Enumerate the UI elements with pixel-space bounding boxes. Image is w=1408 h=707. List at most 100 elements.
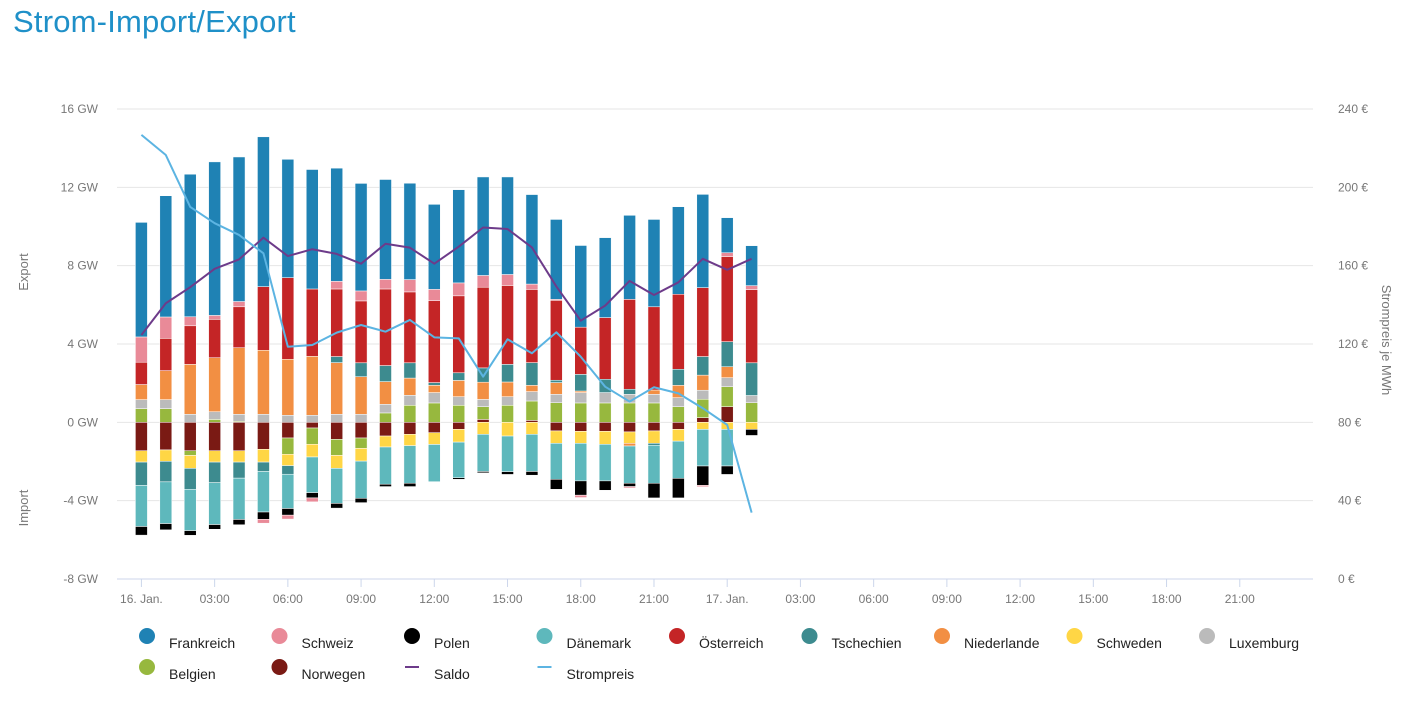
legend-item-schweden[interactable]: Schweden	[1066, 628, 1162, 651]
bar-segment-polen	[550, 479, 563, 490]
y-left-tick-label: 8 GW	[67, 259, 98, 273]
bar-segment-niederlande	[501, 381, 514, 397]
bar-segment-belgien	[403, 405, 417, 423]
bar-segment-dänemark	[574, 443, 588, 482]
x-tick-label: 03:00	[785, 592, 815, 606]
bar-segment-tschechien	[452, 372, 465, 381]
bar-segment-österreich	[354, 300, 368, 364]
bar-segment-tschechien	[232, 461, 246, 479]
bar-segment-belgien	[476, 406, 490, 420]
bar-segment-norwegen	[135, 422, 148, 451]
x-tick-label: 15:00	[493, 592, 523, 606]
bar-segment-niederlande	[281, 359, 295, 416]
legend-item-niederlande[interactable]: Niederlande	[934, 628, 1040, 651]
bar-segment-norwegen	[306, 422, 319, 429]
bar-segment-dänemark	[379, 446, 392, 485]
bar-segment-tschechien	[379, 365, 392, 382]
bar-segment-frankreich	[281, 159, 295, 278]
y-right-tick-label: 120 €	[1338, 337, 1368, 351]
bar-segment-frankreich	[476, 176, 490, 276]
bar-segment-luxemburg	[159, 399, 173, 409]
bar-segment-luxemburg	[403, 395, 417, 406]
bar-segment-schweden	[232, 450, 246, 463]
bar-segment-luxemburg	[135, 399, 148, 409]
legend-circle-icon	[139, 659, 155, 675]
bar-segment-norwegen	[428, 422, 441, 433]
legend-circle-icon	[271, 628, 288, 644]
x-tick-label: 09:00	[346, 592, 376, 606]
bar-segment-schweden	[550, 430, 563, 444]
y-axis-title-export: Export	[16, 253, 31, 291]
legend-item-belgien[interactable]: Belgien	[139, 659, 216, 682]
legend-label: Schweden	[1097, 635, 1162, 651]
bar-segment-polen	[330, 503, 343, 509]
bar-segment-schweiz	[452, 282, 465, 297]
legend-item-polen[interactable]: Polen	[404, 628, 470, 651]
legend-item-strompreis[interactable]: Strompreis	[537, 666, 635, 682]
bar-segment-schweiz	[159, 316, 173, 339]
legend-circle-icon	[404, 628, 420, 644]
bar-segment-luxemburg	[354, 414, 368, 423]
bar-segment-dänemark	[672, 440, 685, 479]
y-right-tick-label: 0 €	[1338, 572, 1355, 586]
x-tick-label: 21:00	[639, 592, 669, 606]
legend-item-luxemburg[interactable]: Luxemburg	[1199, 628, 1299, 651]
legend-label: Tschechien	[832, 635, 902, 651]
bar-segment-österreich	[476, 286, 490, 369]
bar-segment-niederlande	[354, 376, 368, 415]
bar-segment-polen	[452, 477, 465, 480]
bar-segment-tschechien	[720, 341, 734, 367]
legend-item-dänemark[interactable]: Dänemark	[536, 628, 633, 651]
bar-segment-tschechien	[623, 388, 636, 395]
bar-segment-österreich	[452, 295, 465, 374]
bar-segment-polen	[135, 526, 148, 536]
y-left-tick-label: 12 GW	[61, 180, 99, 194]
legend-item-frankreich[interactable]: Frankreich	[139, 628, 235, 651]
bar-segment-frankreich	[403, 182, 417, 280]
bar-segment-österreich	[183, 325, 197, 365]
bar-segment-norwegen	[208, 422, 221, 451]
legend-item-schweiz[interactable]: Schweiz	[271, 628, 354, 651]
bar-segment-schweiz	[354, 290, 368, 302]
legend-label: Luxemburg	[1229, 635, 1299, 651]
bar-segment-schweiz	[403, 279, 417, 293]
bar-segment-österreich	[672, 294, 685, 370]
bar-segment-schweden	[696, 422, 710, 430]
x-tick-label: 18:00	[1152, 592, 1182, 606]
bar-segment-dänemark	[550, 443, 563, 480]
bar-segment-tschechien	[574, 374, 588, 392]
bar-segment-belgien	[598, 402, 612, 423]
legend-item-norwegen[interactable]: Norwegen	[271, 659, 366, 682]
bar-segment-österreich	[501, 285, 514, 365]
legend-label: Belgien	[169, 666, 216, 682]
bar-segment-schweiz	[232, 301, 246, 308]
bar-segment-luxemburg	[501, 396, 514, 406]
legend-item-tschechien[interactable]: Tschechien	[801, 628, 902, 651]
bar-segment-österreich	[232, 306, 246, 348]
bar-segment-österreich	[623, 299, 636, 390]
bar-segment-schweden	[159, 449, 173, 462]
bar-segment-luxemburg	[647, 394, 661, 404]
bar-segment-schweden	[403, 434, 417, 446]
bar-segment-norwegen	[672, 422, 685, 430]
bar-segment-tschechien	[403, 362, 417, 379]
bar-segment-dänemark	[159, 481, 173, 524]
legend-circle-icon	[139, 628, 155, 644]
bar-segment-polen	[720, 465, 734, 475]
bar-segment-schweden	[354, 448, 368, 462]
bar-segment-polen	[379, 483, 392, 487]
bar-segment-belgien	[525, 400, 539, 421]
line-saldo	[140, 226, 753, 336]
legend-item-österreich[interactable]: Österreich	[669, 628, 764, 651]
bar-segment-tschechien	[525, 362, 539, 386]
legend-item-saldo[interactable]: Saldo	[405, 666, 470, 682]
bar-segment-norwegen	[476, 419, 490, 423]
y-right-tick-label: 40 €	[1338, 494, 1362, 508]
bar-segment-polen	[281, 508, 295, 516]
legend-circle-icon	[934, 628, 950, 644]
page-title: Strom-Import/Export	[13, 4, 296, 39]
bar-segment-österreich	[379, 288, 392, 366]
bar-segment-belgien	[550, 402, 563, 423]
bar-segment-dänemark	[306, 456, 319, 493]
bar-segment-frankreich	[623, 215, 636, 300]
